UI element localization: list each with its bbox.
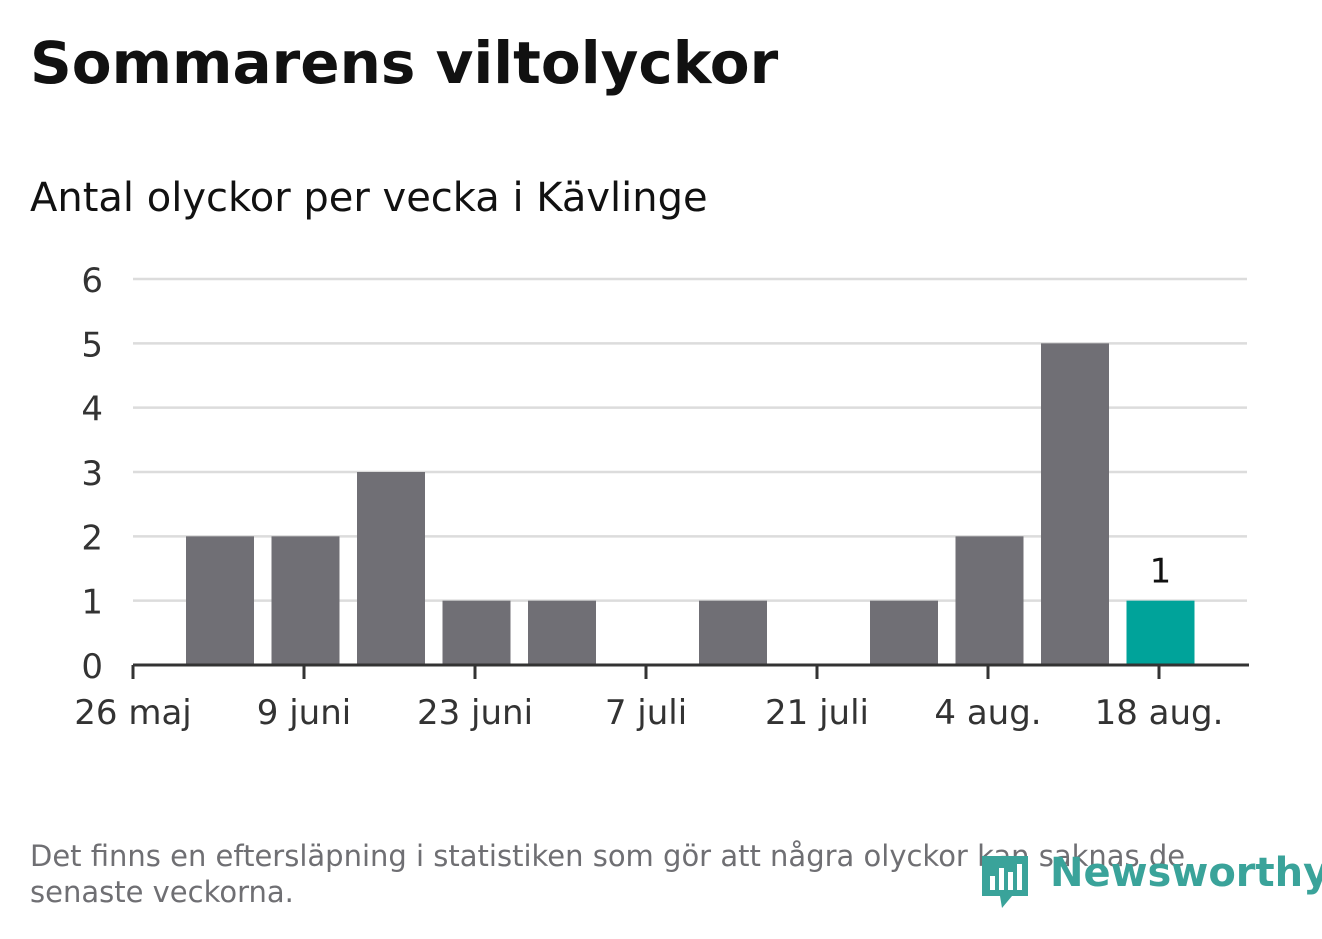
newsworthy-logo-text: Newsworthy xyxy=(1050,850,1322,896)
newsworthy-logo-icon xyxy=(982,856,1028,908)
x-axis xyxy=(131,663,1249,679)
x-axis-tick-labels: 26 maj 9 juni 23 juni 7 juli 21 juli 4 aug. 18… xyxy=(74,693,1223,733)
data-labels: 1 xyxy=(1150,552,1172,592)
y-tick-label: 2 xyxy=(81,518,103,558)
bar-chart: 0 1 2 3 4 5 6 26 maj 9 juni 23 juni 7 juli 21 juli… xyxy=(74,261,1249,733)
x-tick-label: 18 aug. xyxy=(1095,693,1224,733)
x-tick-label: 21 juli xyxy=(765,693,869,733)
bar-week-9 xyxy=(870,600,938,665)
y-tick-label: 6 xyxy=(81,261,103,301)
x-tick-label: 26 maj xyxy=(74,693,191,733)
bar-week-4 xyxy=(442,600,511,665)
y-axis-tick-labels: 0 1 2 3 4 5 6 xyxy=(81,261,103,687)
y-tick-label: 1 xyxy=(81,583,103,623)
bar-week-7 xyxy=(699,600,767,665)
x-tick-label: 9 juni xyxy=(257,693,351,733)
bar-week-1 xyxy=(186,536,254,665)
bar-week-3 xyxy=(357,472,425,665)
bar-week-2 xyxy=(271,536,340,665)
bar-week-12 xyxy=(1126,600,1195,665)
chart-subtitle: Antal olyckor per vecka i Kävlinge xyxy=(30,175,708,221)
x-tick-label: 4 aug. xyxy=(934,693,1041,733)
y-tick-label: 5 xyxy=(81,325,103,365)
newsworthy-logo: Newsworthy xyxy=(978,846,1322,914)
chart-title: Sommarens viltolyckor xyxy=(30,29,779,97)
bars xyxy=(186,343,1195,665)
bar-week-11 xyxy=(1041,343,1109,665)
data-label: 1 xyxy=(1150,552,1172,592)
bar-week-5 xyxy=(528,600,596,665)
y-tick-label: 0 xyxy=(81,647,103,687)
x-tick-label: 7 juli xyxy=(605,693,687,733)
y-tick-label: 4 xyxy=(81,390,103,430)
bar-week-10 xyxy=(955,536,1024,665)
x-tick-label: 23 juni xyxy=(417,693,533,733)
y-tick-label: 3 xyxy=(81,454,103,494)
